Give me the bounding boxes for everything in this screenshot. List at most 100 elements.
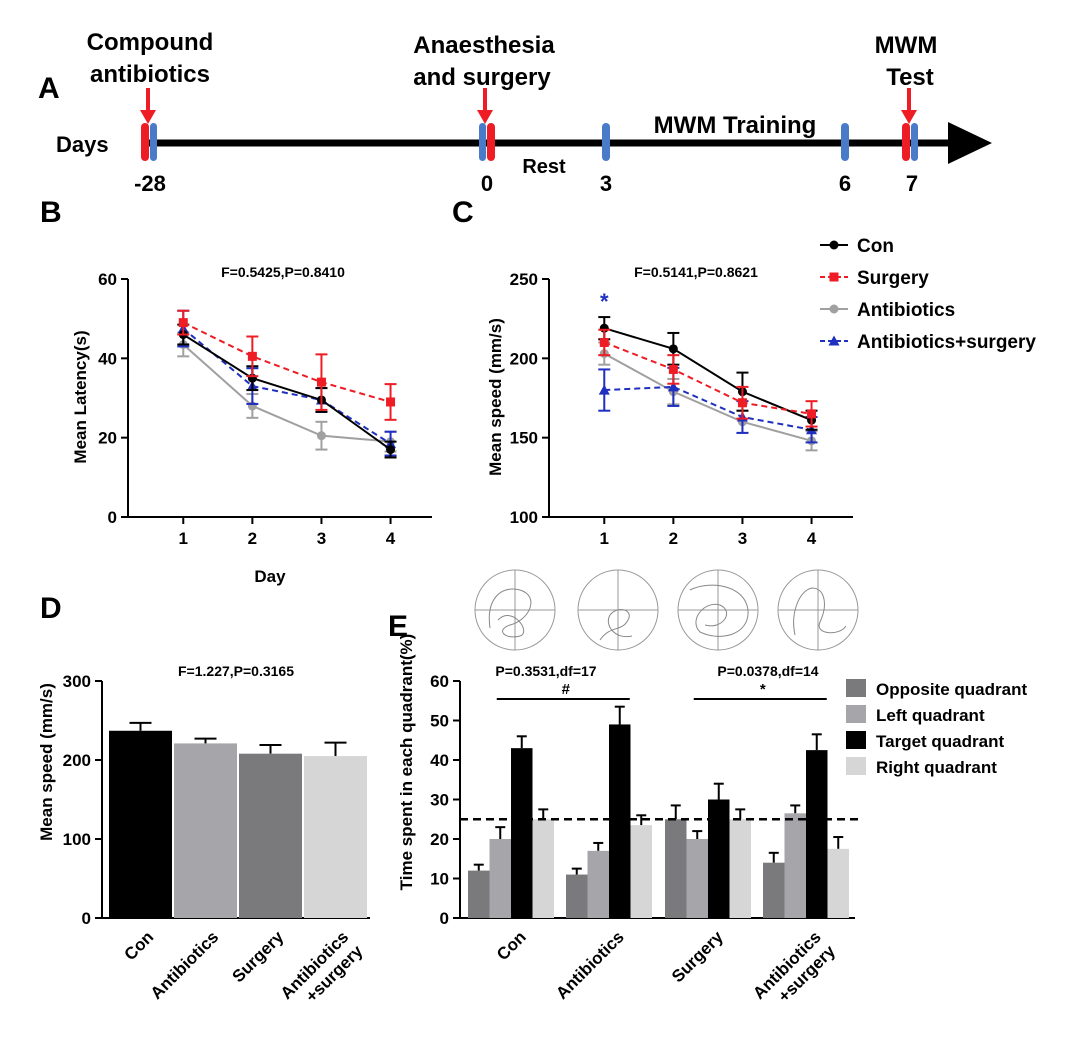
x-tick-label: Antibiotics+surgery xyxy=(749,927,839,1017)
series-line xyxy=(182,321,391,403)
x-tick-label: Antibiotics xyxy=(552,927,628,1003)
y-tick-label: 50 xyxy=(430,712,449,731)
y-tick-label: 30 xyxy=(430,791,449,810)
y-tick-label: 200 xyxy=(63,751,91,770)
x-tick-label-line: Antibiotics xyxy=(552,927,628,1003)
bar xyxy=(763,862,785,918)
data-point xyxy=(599,337,609,347)
timeline-day-mark xyxy=(602,123,610,161)
y-tick-label: 60 xyxy=(98,270,117,289)
series-antibiotics-surgery xyxy=(598,366,818,444)
panel-letter-a: A xyxy=(38,72,60,105)
data-point xyxy=(667,381,679,392)
y-tick-label: 60 xyxy=(430,672,449,691)
chart-c-title: F=0.5141,P=0.8621 xyxy=(634,264,758,280)
data-point xyxy=(316,377,326,387)
timeline-days-label: Days xyxy=(56,132,109,157)
x-tick-label: Con xyxy=(493,927,530,964)
y-tick-label: 0 xyxy=(440,909,449,928)
data-point xyxy=(386,397,396,407)
series-line xyxy=(603,327,812,422)
timeline-treatment-mark xyxy=(141,123,149,161)
bar xyxy=(630,825,652,918)
timeline-day-label: 0 xyxy=(481,171,493,196)
timeline-event-label: and surgery xyxy=(413,64,551,91)
chart-b-title: F=0.5425,P=0.8410 xyxy=(221,264,345,280)
y-tick-label: 0 xyxy=(108,508,117,527)
x-tick-label: Con xyxy=(121,927,158,964)
swim-track-thumbnail xyxy=(474,569,556,651)
timeline-day-label: 6 xyxy=(839,171,851,196)
bar xyxy=(566,874,588,918)
series-line xyxy=(604,385,812,431)
legend-label: Antibiotics+surgery xyxy=(857,332,1036,353)
chart-b-ylabel: Mean Latency(s) xyxy=(71,330,90,463)
bar xyxy=(708,799,730,918)
timeline-treatment-mark xyxy=(902,123,910,161)
bar xyxy=(174,743,237,918)
chart-e-ylabel: Time spent in each quadrant(%) xyxy=(397,634,416,891)
timeline-event-label: Compound xyxy=(87,29,214,56)
bar xyxy=(532,819,554,918)
series-surgery xyxy=(177,309,397,421)
bar xyxy=(587,850,609,918)
x-tick-label-line: Surgery xyxy=(228,927,287,986)
timeline-training-label: MWM Training xyxy=(654,112,817,139)
data-point xyxy=(829,304,839,314)
y-tick-label: 0 xyxy=(82,909,91,928)
y-tick-label: 40 xyxy=(430,751,449,770)
x-tick-label: 4 xyxy=(386,529,396,548)
panel-letter-d: D xyxy=(40,592,62,625)
bar xyxy=(686,839,708,918)
legend-label: Left quadrant xyxy=(876,706,985,725)
timeline-arrowhead xyxy=(948,122,992,164)
series-antibiotics-surgery xyxy=(177,309,397,457)
bar xyxy=(511,748,533,918)
y-tick-label: 300 xyxy=(63,672,91,691)
legend-label: Right quadrant xyxy=(876,758,997,777)
chart-d-mean-speed: F=1.227,P=0.3165 Mean speed (mm/s) 0 100 2… xyxy=(37,663,370,1006)
data-point xyxy=(247,351,257,361)
data-point xyxy=(807,409,817,419)
data-point xyxy=(829,272,839,282)
comparison-symbol: * xyxy=(760,681,766,698)
chart-e-legend: Opposite quadrant Left quadrant Target qua… xyxy=(846,679,1027,777)
chart-d-ylabel: Mean speed (mm/s) xyxy=(37,683,56,841)
chart-e-quadrant-time: Time spent in each quadrant(%) P=0.3531,… xyxy=(397,634,860,1017)
x-tick-label: 2 xyxy=(669,529,678,548)
timeline-event-label: Test xyxy=(886,64,934,91)
series-line xyxy=(182,343,391,443)
y-tick-label: 10 xyxy=(430,870,449,889)
timeline-event-label: MWM xyxy=(875,32,938,59)
x-tick-label-line: Antibiotics xyxy=(147,927,223,1003)
legend-swatch xyxy=(846,731,866,749)
x-tick-label: 2 xyxy=(248,529,257,548)
y-tick-label: 20 xyxy=(98,429,117,448)
swim-track-thumbnail xyxy=(577,569,659,651)
timeline-event-label: antibiotics xyxy=(90,61,210,88)
legend-label: Opposite quadrant xyxy=(876,680,1027,699)
chart-legend: Con Surgery Antibiotics Antibiotics+surgery xyxy=(820,236,1036,353)
data-point xyxy=(737,398,747,408)
bar xyxy=(609,724,631,918)
series-antibiotics xyxy=(598,341,818,452)
legend-label: Con xyxy=(857,236,894,257)
series-surgery xyxy=(598,328,818,428)
panel-letter-c: C xyxy=(452,196,474,229)
swim-track-thumbnail xyxy=(777,569,859,651)
legend-swatch xyxy=(846,757,866,775)
data-point xyxy=(668,344,678,354)
y-tick-label: 100 xyxy=(510,508,538,527)
panel-letter-b: B xyxy=(40,196,62,229)
timeline-event-arrowhead xyxy=(477,110,493,124)
panel-a-timeline: A Days Compound antibiotics -28 Anaesthe… xyxy=(38,29,992,196)
chart-d-title: F=1.227,P=0.3165 xyxy=(178,663,294,679)
timeline-day-mark xyxy=(479,123,486,161)
x-tick-label: Antibiotics xyxy=(147,927,223,1003)
series-line xyxy=(182,333,392,451)
panel-letter-e: E xyxy=(388,610,408,643)
timeline-event-arrowhead xyxy=(901,110,917,124)
data-point xyxy=(178,318,188,328)
x-tick-label: 1 xyxy=(179,529,188,548)
